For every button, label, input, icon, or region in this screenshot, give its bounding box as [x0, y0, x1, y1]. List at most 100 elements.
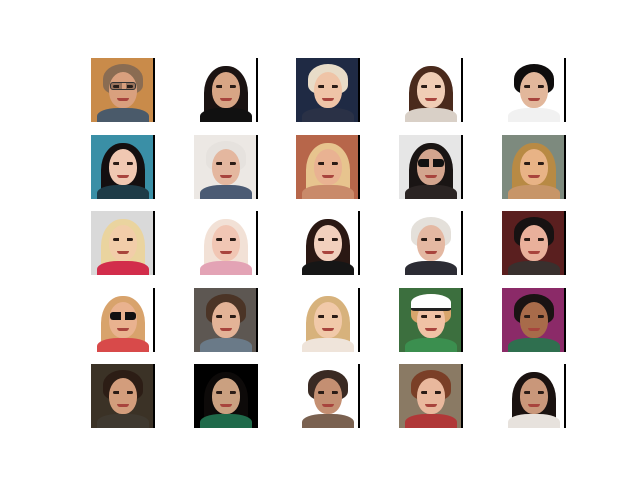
mouth-shape: [527, 404, 540, 407]
shoulders-shape: [199, 261, 252, 275]
face-thumbnail: [193, 364, 258, 428]
face-thumbnail: [91, 58, 155, 122]
face-thumbnail: [91, 364, 155, 428]
eyes-shape: [113, 391, 133, 394]
mouth-shape: [219, 98, 232, 101]
face-shape: [519, 72, 548, 108]
shoulders-shape: [405, 261, 458, 275]
shoulders-shape: [302, 337, 355, 352]
shoulders-shape: [97, 108, 149, 122]
face-thumbnail: [193, 287, 258, 352]
thumbnail-edge: [255, 134, 258, 199]
face-shape: [109, 378, 137, 414]
face-shape: [519, 301, 548, 338]
face-shape: [211, 301, 240, 338]
shoulders-shape: [405, 184, 458, 199]
face-shape: [417, 225, 446, 261]
thumbnail-edge: [563, 134, 566, 199]
eyes-shape: [215, 314, 236, 318]
mouth-shape: [425, 174, 438, 178]
face-shape: [519, 225, 548, 261]
face-thumbnail: [193, 58, 258, 122]
face-thumbnail: [91, 287, 155, 352]
glasses-shape: [110, 311, 136, 320]
thumbnail-edge: [358, 58, 361, 122]
face-thumbnail: [296, 211, 361, 275]
face-thumbnail: [296, 364, 361, 428]
eyes-shape: [523, 85, 544, 88]
face-shape: [417, 148, 446, 185]
mouth-shape: [527, 327, 540, 331]
thumbnail-edge: [461, 134, 464, 199]
face-shape: [211, 225, 240, 261]
face-shape: [314, 378, 343, 414]
face-shape: [109, 72, 137, 108]
mouth-shape: [425, 98, 438, 101]
face-thumbnail: [91, 134, 155, 199]
shoulders-shape: [97, 184, 149, 199]
face-thumbnail: [501, 364, 566, 428]
mouth-shape: [117, 174, 129, 178]
face-shape: [109, 148, 137, 185]
mouth-shape: [219, 404, 232, 407]
mouth-shape: [322, 98, 335, 101]
mouth-shape: [425, 327, 438, 331]
face-thumbnail: [501, 287, 566, 352]
face-shape: [314, 225, 343, 261]
mouth-shape: [527, 174, 540, 178]
eyes-shape: [215, 161, 236, 165]
mouth-shape: [219, 174, 232, 178]
shoulders-shape: [507, 184, 560, 199]
shoulders-shape: [405, 337, 458, 352]
eyes-shape: [421, 314, 442, 318]
cap-shape: [411, 293, 452, 311]
eyes-shape: [113, 85, 133, 88]
eyes-shape: [421, 391, 442, 394]
eyes-shape: [215, 85, 236, 88]
mouth-shape: [322, 251, 335, 254]
thumbnail-edge: [153, 364, 155, 428]
mouth-shape: [219, 327, 232, 331]
mouth-shape: [527, 251, 540, 254]
shoulders-shape: [97, 337, 149, 352]
face-shape: [417, 72, 446, 108]
face-shape: [417, 378, 446, 414]
thumbnail-edge: [153, 287, 155, 352]
thumbnail-edge: [255, 211, 258, 275]
face-shape: [519, 148, 548, 185]
eyes-shape: [318, 314, 339, 318]
face-thumbnail: [296, 287, 361, 352]
shoulders-shape: [405, 108, 458, 122]
shoulders-shape: [302, 261, 355, 275]
thumbnail-edge: [255, 58, 258, 122]
mouth-shape: [527, 98, 540, 101]
eyes-shape: [523, 314, 544, 318]
face-shape: [314, 148, 343, 185]
face-shape: [211, 72, 240, 108]
eyes-shape: [215, 238, 236, 241]
thumbnail-edge: [153, 211, 155, 275]
eyes-shape: [318, 161, 339, 165]
face-thumbnail: [501, 58, 566, 122]
thumbnail-edge: [358, 287, 361, 352]
eyes-shape: [318, 391, 339, 394]
thumbnail-edge: [153, 134, 155, 199]
face-shape: [109, 225, 137, 261]
shoulders-shape: [507, 414, 560, 428]
eyes-shape: [318, 85, 339, 88]
eyes-shape: [113, 161, 133, 165]
shoulders-shape: [405, 414, 458, 428]
face-thumbnail: [193, 134, 258, 199]
thumbnail-edge: [358, 134, 361, 199]
shoulders-shape: [302, 184, 355, 199]
face-thumbnail: [399, 58, 464, 122]
eyes-shape: [523, 391, 544, 394]
shoulders-shape: [302, 108, 355, 122]
thumbnail-edge: [358, 364, 361, 428]
shoulders-shape: [507, 337, 560, 352]
shoulders-shape: [199, 337, 252, 352]
eyes-shape: [421, 85, 442, 88]
thumbnail-edge: [358, 211, 361, 275]
shoulders-shape: [199, 108, 252, 122]
